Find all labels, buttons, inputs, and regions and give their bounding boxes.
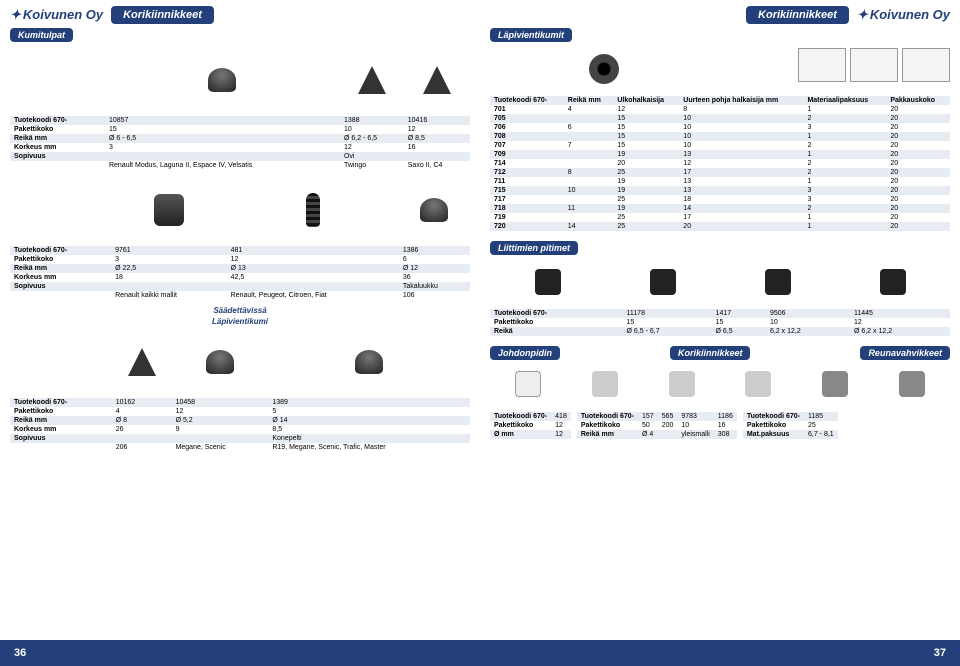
product-image: [128, 348, 156, 376]
section-lapivientikumit: Läpivientikumit: [490, 28, 572, 42]
section-kumitulpat: Kumitulpat: [10, 28, 73, 42]
page-right: Korikiinnikkeet Koivunen Oy Läpivientiku…: [480, 0, 960, 620]
table-row: 7111913120: [490, 177, 950, 186]
product-image: [899, 371, 925, 397]
product-image: [358, 66, 386, 94]
mini-tables: Tuotekoodi 670-418 Pakettikoko12 Ø mm12 …: [490, 410, 950, 445]
product-image: [589, 54, 619, 84]
table-row: 718111914220: [490, 204, 950, 213]
product-image: [765, 269, 791, 295]
page-left: Koivunen Oy Korikiinnikkeet Kumitulpat T…: [0, 0, 480, 620]
section-liittimien: Liittimien pitimet: [490, 241, 578, 255]
header-left: Koivunen Oy Korikiinnikkeet: [10, 6, 470, 24]
table-row: 71282517220: [490, 168, 950, 177]
header-title-r: Korikiinnikkeet: [746, 6, 849, 24]
footer-right: 37: [480, 640, 960, 666]
product-image: [306, 193, 320, 227]
table-2: Tuotekoodi 670-97614811386 Pakettikoko31…: [10, 176, 470, 300]
label-saadettavissa: Säädettävissä: [10, 306, 470, 315]
product-image: [154, 194, 184, 226]
brand-logo-r: Koivunen Oy: [857, 7, 950, 23]
kit-image: [798, 48, 846, 82]
table-4: Tuotekoodi 670-111781417950611445 Pakett…: [490, 309, 950, 336]
product-image: [208, 68, 236, 92]
table-row: 7051510220: [490, 114, 950, 123]
table-row: 715101913320: [490, 186, 950, 195]
product-image: [745, 371, 771, 397]
table-row: 7081510120: [490, 132, 950, 141]
clip-row: [490, 257, 950, 307]
table-row: 7091913120: [490, 150, 950, 159]
header-title: Korikiinnikkeet: [111, 6, 214, 24]
bottom-pills: Johdonpidin Korikiinnikkeet Reunavahvikk…: [490, 342, 950, 362]
table-lapivientikumit: Tuotekoodi 670-Reikä mmUlkohalkaisija Uu…: [490, 96, 950, 231]
header-right: Korikiinnikkeet Koivunen Oy: [490, 6, 950, 24]
product-image: [355, 350, 383, 374]
product-image: [420, 198, 448, 222]
label-lapivientikumi: Läpivientikumi: [10, 317, 470, 326]
bottom-img-row: [490, 362, 950, 406]
section-johdonpidin: Johdonpidin: [490, 346, 560, 360]
page-number: 36: [14, 647, 26, 659]
table-row: 7172518320: [490, 195, 950, 204]
product-image: [423, 66, 451, 94]
table-row: 7014128120: [490, 105, 950, 114]
page-number: 37: [934, 647, 946, 659]
product-image: [535, 269, 561, 295]
table-row: 720142520120: [490, 222, 950, 231]
table-row: 70771510220: [490, 141, 950, 150]
product-image: [650, 269, 676, 295]
grommet-row: [490, 44, 950, 94]
table-3: Tuotekoodi 670-10162104581389 Pakettikok…: [10, 328, 470, 452]
brand-logo: Koivunen Oy: [10, 7, 103, 23]
table-1: Tuotekoodi 670-10857138810416 Pakettikok…: [10, 46, 470, 170]
footer-left: 36: [0, 640, 480, 666]
product-image: [880, 269, 906, 295]
kit-image: [902, 48, 950, 82]
section-korikiinnikkeet: Korikiinnikkeet: [670, 346, 751, 360]
product-image: [592, 371, 618, 397]
section-reunavahvikkeet: Reunavahvikkeet: [860, 346, 950, 360]
table-row: 7142012220: [490, 159, 950, 168]
product-image: [206, 350, 234, 374]
table-row: 7192517120: [490, 213, 950, 222]
table-row: 70661510320: [490, 123, 950, 132]
kit-image: [850, 48, 898, 82]
product-image: [822, 371, 848, 397]
product-image: [669, 371, 695, 397]
product-image: [515, 371, 541, 397]
